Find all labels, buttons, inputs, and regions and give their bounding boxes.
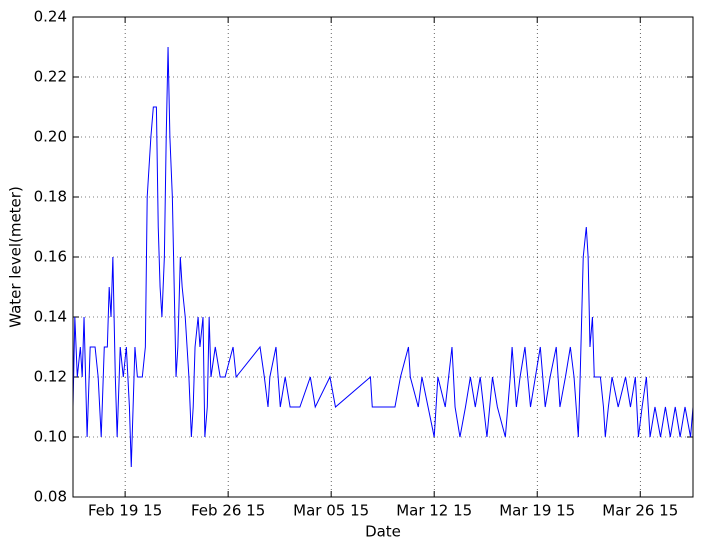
data-line bbox=[72, 46, 694, 468]
x-tick-label: Mar 05 15 bbox=[293, 502, 369, 520]
y-tick-label: 0.16 bbox=[34, 248, 67, 266]
y-tick-label: 0.22 bbox=[34, 68, 67, 86]
x-tick-label: Mar 12 15 bbox=[396, 502, 472, 520]
x-axis-label: Date bbox=[365, 523, 401, 541]
y-tick-label: 0.24 bbox=[34, 8, 67, 26]
x-tick-label: Feb 26 15 bbox=[191, 502, 265, 520]
y-tick-label: 0.10 bbox=[34, 428, 67, 446]
x-tick-label: Mar 26 15 bbox=[602, 502, 678, 520]
y-tick-label: 0.20 bbox=[34, 128, 67, 146]
x-tick-label: Mar 19 15 bbox=[499, 502, 575, 520]
x-tick-label: Feb 19 15 bbox=[88, 502, 162, 520]
y-tick-label: 0.14 bbox=[34, 308, 67, 326]
y-tick-label: 0.18 bbox=[34, 188, 67, 206]
y-tick-label: 0.08 bbox=[34, 488, 67, 506]
y-tick-label: 0.12 bbox=[34, 368, 67, 386]
y-axis-label: Water level(meter) bbox=[7, 186, 25, 328]
plot-frame bbox=[72, 16, 694, 498]
